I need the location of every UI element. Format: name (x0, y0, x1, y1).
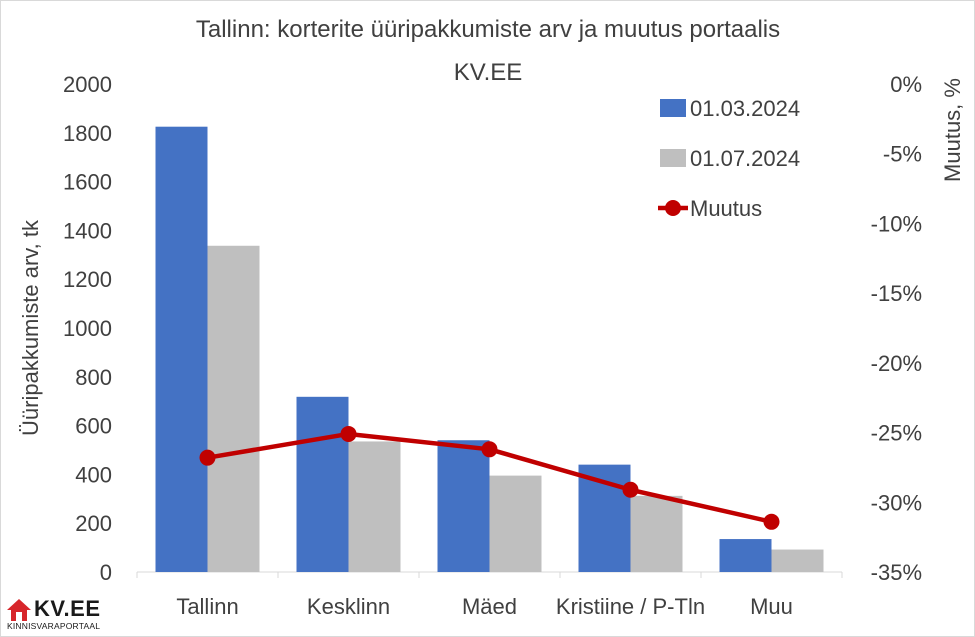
y-tick-label: 600 (75, 414, 112, 439)
legend-label: 01.07.2024 (690, 146, 800, 171)
bar-series1 (719, 539, 772, 572)
y-tick-label: 1000 (63, 316, 112, 341)
y-tick-label: 2000 (63, 72, 112, 97)
y2-tick-label: -10% (871, 211, 922, 236)
x-tick-label: Kristiine / P-Tln (556, 594, 705, 619)
y2-tick-label: -20% (871, 351, 922, 376)
y-tick-label: 1800 (63, 121, 112, 146)
legend-label: Muutus (690, 196, 762, 221)
y-tick-label: 400 (75, 462, 112, 487)
bar-series1 (155, 126, 208, 572)
chart-title-line2: KV.EE (454, 59, 523, 86)
bar-series2 (630, 495, 683, 572)
change-point (199, 449, 216, 466)
x-tick-label: Tallinn (176, 594, 238, 619)
y2-tick-label: -35% (871, 560, 922, 585)
bar-series2 (207, 245, 260, 572)
x-tick-label: Muu (750, 594, 793, 619)
x-tick-label: Mäed (462, 594, 517, 619)
y-tick-label: 200 (75, 511, 112, 536)
kv-ee-logo: KV.EE KINNISVARAPORTAAL (6, 596, 126, 634)
y-tick-label: 0 (100, 560, 112, 585)
logo-tagline: KINNISVARAPORTAAL (7, 621, 101, 631)
y2-tick-label: -15% (871, 281, 922, 306)
bar-series2 (489, 475, 542, 572)
y2-tick-label: -25% (871, 421, 922, 446)
change-point (481, 441, 498, 458)
change-point (763, 513, 780, 530)
house-icon (7, 599, 31, 621)
legend-marker (665, 200, 681, 216)
chart-title-line1: Tallinn: korterite üüripakkumiste arv ja… (196, 16, 780, 43)
y2-tick-label: -5% (883, 142, 922, 167)
y2-tick-label: 0% (890, 72, 922, 97)
change-point (622, 481, 639, 498)
y2-tick-label: -30% (871, 490, 922, 515)
logo-brand: KV.EE (34, 596, 101, 621)
legend: 01.03.2024 01.07.2024 Muutus (658, 96, 800, 221)
legend-swatch (660, 149, 686, 167)
y-tick-label: 800 (75, 365, 112, 390)
legend-swatch (660, 99, 686, 117)
bar-series2 (771, 549, 824, 572)
y-axis-label: Üüripakkumiste arv, tk (18, 219, 43, 436)
bar-series1 (296, 396, 349, 572)
bar-series1 (437, 440, 490, 572)
x-tick-label: Kesklinn (307, 594, 390, 619)
legend-label: 01.03.2024 (690, 96, 800, 121)
bar-series2 (348, 441, 401, 572)
y-tick-label: 1200 (63, 267, 112, 292)
change-point (340, 425, 357, 442)
y-tick-label: 1400 (63, 218, 112, 243)
y2-axis-label: Muutus, % (940, 78, 965, 182)
y-tick-label: 1600 (63, 170, 112, 195)
